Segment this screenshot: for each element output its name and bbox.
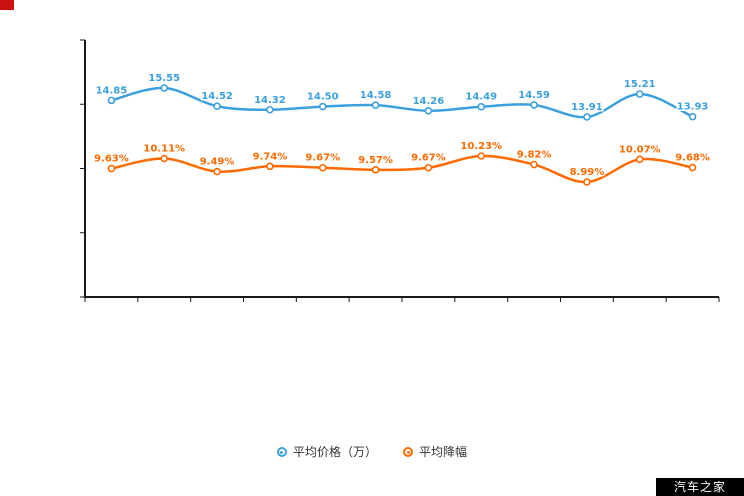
data-point[interactable] [583,178,591,186]
data-label: 9.49% [200,157,235,168]
data-label: 14.58 [360,90,392,101]
legend-label-avg-price: 平均价格（万） [292,445,377,459]
data-point[interactable] [477,152,486,160]
data-point[interactable] [688,112,697,121]
data-point[interactable] [266,105,274,114]
series-path [110,154,694,184]
data-label: 9.74% [253,151,288,162]
legend-label-avg-discount: 平均降幅 [419,445,468,459]
data-point[interactable] [213,102,221,111]
data-label: 13.91 [571,102,603,113]
data-point[interactable] [371,101,380,109]
data-label: 9.57% [358,155,393,166]
data-label: 9.67% [305,153,340,164]
legend-item-avg-discount[interactable]: 平均降幅 [403,446,467,458]
data-label: 14.85 [96,85,128,96]
data-point[interactable] [530,160,538,169]
data-point[interactable] [477,102,486,111]
data-label: 14.26 [413,96,445,107]
data-label: 14.50 [307,92,339,103]
data-label: 9.67% [411,153,446,164]
legend-item-avg-price[interactable]: 平均价格（万） [276,445,377,459]
data-point[interactable] [424,107,433,115]
data-point[interactable] [424,163,433,172]
data-label: 14.32 [254,95,286,106]
data-label: 9.82% [517,150,552,161]
data-point[interactable] [107,164,116,173]
line-series: 9.63% 10.11% 9.49% 9.74% 9.67% 9.57% 9.67% 10.2… [93,140,711,186]
chart-legend: 平均价格（万） 平均降幅 [0,446,744,458]
data-point[interactable] [371,166,380,174]
data-label: 15.55 [148,73,180,84]
data-point[interactable] [107,96,116,105]
data-label: 13.93 [677,102,709,113]
series-path [110,86,694,119]
data-label: 14.49 [465,92,497,103]
data-point[interactable] [318,102,327,111]
legend-marker-avg-price-icon [276,447,287,457]
data-label: 10.23% [460,141,502,152]
data-label: 8.99% [570,167,605,178]
axes [80,39,720,302]
corner-marker [0,0,14,10]
data-point[interactable] [688,163,697,172]
data-point[interactable] [160,154,169,163]
data-point[interactable] [318,163,327,172]
legend-marker-dot-icon [280,450,284,454]
data-point[interactable] [583,113,591,121]
data-point[interactable] [160,84,169,92]
legend-marker-dot-icon [406,450,410,454]
legend-marker-avg-discount-icon [403,447,413,457]
data-point[interactable] [635,155,644,164]
watermark-autohome: 汽车之家 [656,478,744,496]
data-label: 9.68% [675,153,710,164]
data-point[interactable] [530,101,538,109]
data-label: 10.11% [143,144,185,155]
data-label: 15.21 [624,79,656,90]
data-point[interactable] [213,167,221,176]
data-label: 9.63% [94,154,129,165]
data-label: 14.59 [518,90,550,101]
data-label: 14.52 [201,91,233,102]
data-point[interactable] [635,90,644,98]
data-label: 10.07% [619,144,661,155]
line-series: 14.85 15.55 14.52 14.32 14.50 14.58 14.26 14.49… [94,72,710,121]
data-point[interactable] [266,162,274,171]
